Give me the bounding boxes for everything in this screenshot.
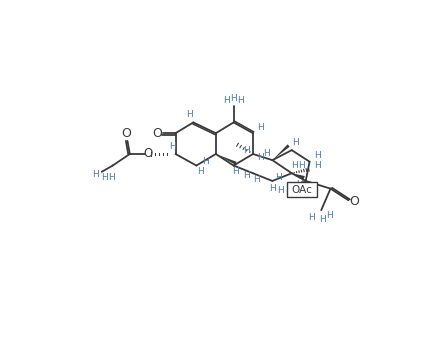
Text: O: O — [153, 127, 163, 140]
Text: H: H — [269, 184, 276, 193]
Text: H: H — [292, 138, 299, 147]
Polygon shape — [301, 181, 306, 185]
Text: H: H — [169, 142, 176, 151]
Text: H: H — [230, 94, 237, 103]
Text: H: H — [237, 96, 244, 105]
Text: H: H — [298, 161, 304, 170]
Text: H: H — [319, 215, 326, 224]
Polygon shape — [292, 173, 305, 180]
Text: H: H — [263, 150, 269, 158]
Text: H: H — [243, 146, 250, 155]
Text: H: H — [92, 170, 99, 179]
Text: H: H — [308, 212, 315, 222]
Text: OAc: OAc — [291, 185, 312, 195]
Text: H: H — [326, 211, 333, 220]
Text: O: O — [143, 148, 152, 160]
Text: O: O — [350, 195, 359, 208]
Text: H: H — [277, 186, 284, 195]
Text: H: H — [257, 122, 264, 132]
Text: H: H — [101, 173, 109, 182]
Polygon shape — [272, 144, 290, 160]
FancyBboxPatch shape — [287, 182, 317, 198]
Text: O: O — [121, 127, 131, 140]
Text: H: H — [314, 151, 321, 160]
Text: H: H — [314, 161, 321, 170]
Text: H: H — [253, 175, 260, 184]
Text: H: H — [202, 157, 209, 166]
Text: H: H — [257, 153, 264, 162]
Text: H: H — [243, 171, 250, 180]
Text: H: H — [275, 173, 282, 182]
Text: H: H — [197, 167, 204, 176]
Text: H: H — [186, 110, 193, 119]
Text: H: H — [108, 173, 115, 182]
Text: H: H — [233, 167, 239, 176]
Polygon shape — [216, 154, 237, 165]
Text: H: H — [291, 161, 298, 170]
Text: H: H — [296, 180, 303, 189]
Text: H: H — [223, 96, 230, 105]
